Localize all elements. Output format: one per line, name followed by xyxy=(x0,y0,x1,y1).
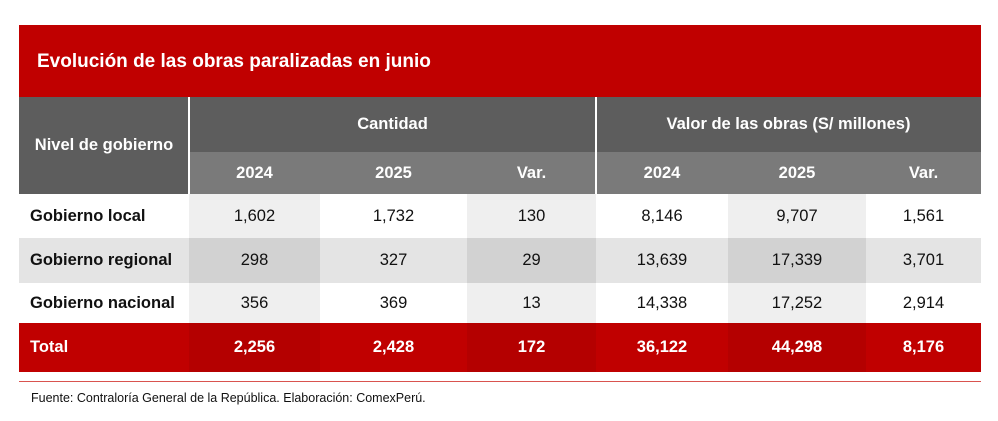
table-cell: 1,732 xyxy=(320,194,467,238)
table-cell: 13,639 xyxy=(596,238,728,283)
table-cell: 369 xyxy=(320,283,467,323)
column-header: Var. xyxy=(866,152,981,194)
table-cell: 13 xyxy=(467,283,596,323)
total-cell: 36,122 xyxy=(596,323,728,372)
column-header: 2025 xyxy=(728,152,866,194)
table-cell: 1,561 xyxy=(866,194,981,238)
source-note: Fuente: Contraloría General de la Repúbl… xyxy=(31,391,426,405)
footer-divider xyxy=(19,381,981,382)
table-cell: 9,707 xyxy=(728,194,866,238)
row-label: Gobierno nacional xyxy=(19,283,189,323)
total-cell: 44,298 xyxy=(728,323,866,372)
table-cell: 29 xyxy=(467,238,596,283)
column-header: 2024 xyxy=(596,152,728,194)
row-header-cell: Nivel de gobierno xyxy=(19,97,189,194)
table-cell: 3,701 xyxy=(866,238,981,283)
row-label: Gobierno local xyxy=(19,194,189,238)
group-header-cantidad: Cantidad xyxy=(189,97,596,152)
table-cell: 130 xyxy=(467,194,596,238)
table-cell: 8,146 xyxy=(596,194,728,238)
header-separator xyxy=(595,97,597,194)
header-separator xyxy=(188,97,190,194)
table-title-bar: Evolución de las obras paralizadas en ju… xyxy=(19,25,981,97)
total-label: Total xyxy=(19,323,189,372)
row-label: Gobierno regional xyxy=(19,238,189,283)
total-cell: 8,176 xyxy=(866,323,981,372)
total-cell: 172 xyxy=(467,323,596,372)
total-cell: 2,256 xyxy=(189,323,320,372)
group-header-valor: Valor de las obras (S/ millones) xyxy=(596,97,981,152)
table-cell: 2,914 xyxy=(866,283,981,323)
table-cell: 356 xyxy=(189,283,320,323)
table-cell: 17,252 xyxy=(728,283,866,323)
table-cell: 17,339 xyxy=(728,238,866,283)
column-header: 2024 xyxy=(189,152,320,194)
table-cell: 298 xyxy=(189,238,320,283)
table-cell: 14,338 xyxy=(596,283,728,323)
table-cell: 1,602 xyxy=(189,194,320,238)
column-header: Var. xyxy=(467,152,596,194)
total-cell: 2,428 xyxy=(320,323,467,372)
column-header: 2025 xyxy=(320,152,467,194)
table-cell: 327 xyxy=(320,238,467,283)
table-title: Evolución de las obras paralizadas en ju… xyxy=(37,51,431,72)
